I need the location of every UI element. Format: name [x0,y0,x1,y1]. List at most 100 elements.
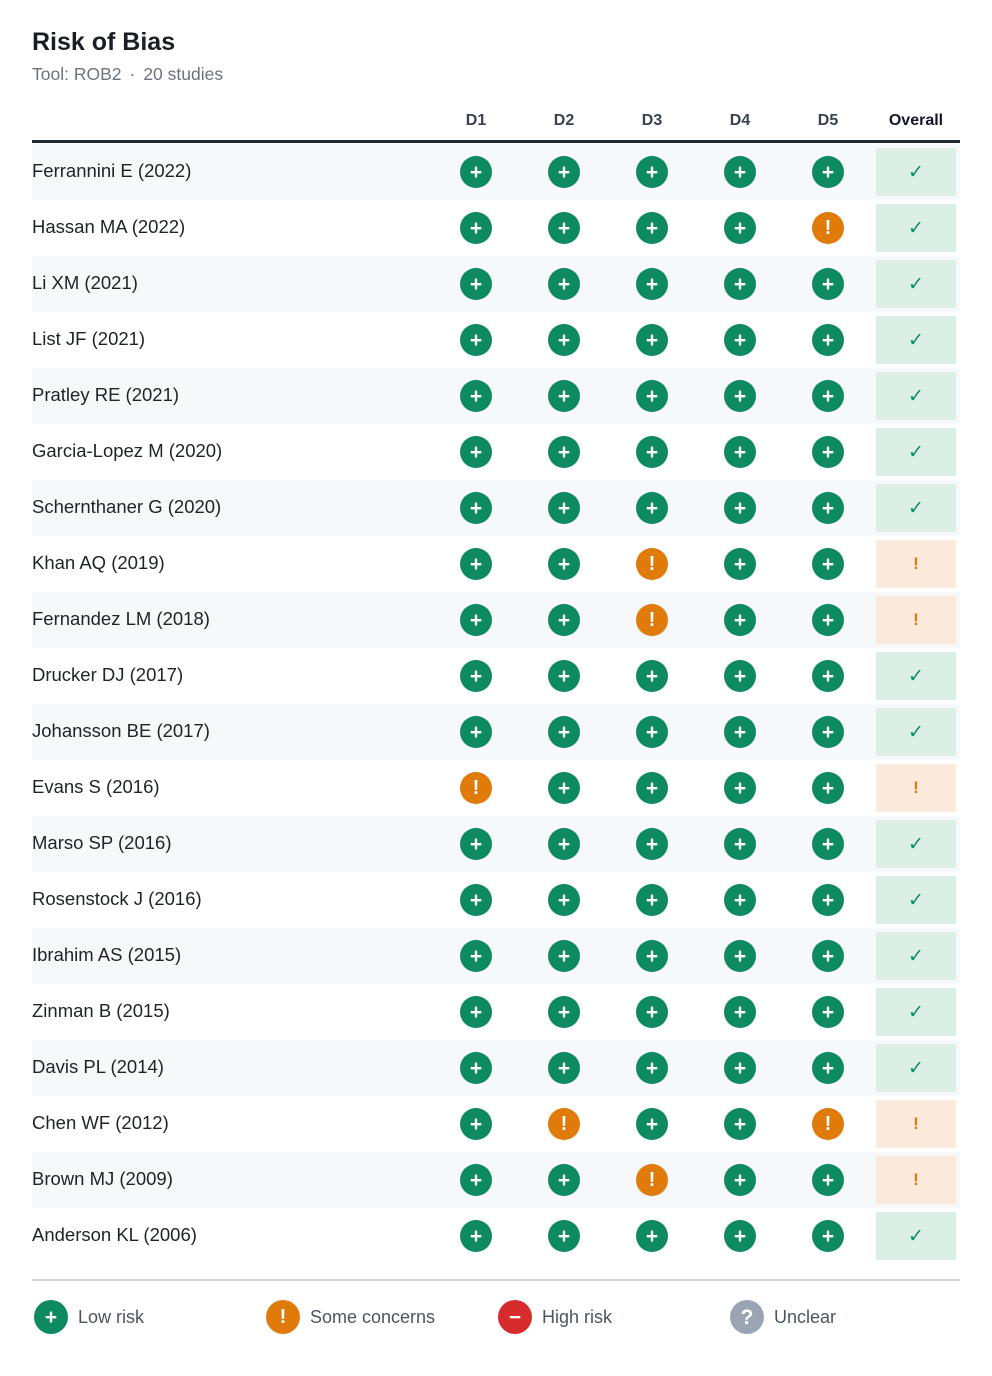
study-label: Li XM (2021) [32,272,138,293]
table-row: Chen WF (2012) +! + +!! [32,1096,960,1152]
study-label: Khan AQ (2019) [32,552,165,573]
rating-overall-some: ! [876,540,956,588]
rating-d4-low: + [724,1052,756,1084]
table-row: Johansson BE (2017) + + + + + ✓ [32,704,960,760]
rating-d5-low: + [812,492,844,524]
rating-d1-low: + [460,1164,492,1196]
table-row: Ferrannini E (2022) + + + + + ✓ [32,144,960,200]
study-label: Brown MJ (2009) [32,1168,173,1189]
study-count: 20 studies [143,64,224,84]
rating-d2-low: + [548,212,580,244]
rating-d4-low: + [724,1164,756,1196]
rating-d4-low: + [724,828,756,860]
study-label: Davis PL (2014) [32,1056,164,1077]
rating-overall-some: ! [876,596,956,644]
rating-d2-low: + [548,324,580,356]
rating-d1-some: ! [460,772,492,804]
rating-d2-low: + [548,940,580,972]
rating-d5-some: ! [812,1108,844,1140]
rating-d3-low: + [636,212,668,244]
rating-d2-low: + [548,716,580,748]
table-row: Pratley RE (2021) + + + + + ✓ [32,368,960,424]
study-label: Schernthaner G (2020) [32,496,222,517]
rating-d4-low: + [724,660,756,692]
study-label: Evans S (2016) [32,776,160,797]
rating-d3-low: + [636,940,668,972]
study-label: Pratley RE (2021) [32,384,180,405]
rating-overall-low: ✓ [876,652,956,700]
rating-d5-low: + [812,436,844,468]
rating-d3-low: + [636,492,668,524]
tool-label: Tool: ROB2 [32,64,122,84]
rating-d2-low: + [548,604,580,636]
study-label: Hassan MA (2022) [32,216,186,237]
table-row: Khan AQ (2019) + +! + +! [32,536,960,592]
table-row: Drucker DJ (2017) + + + + + ✓ [32,648,960,704]
rating-overall-low: ✓ [876,708,956,756]
legend-item-low: + Low risk [34,1300,144,1334]
rating-d1-low: + [460,716,492,748]
rating-d3-low: + [636,1108,668,1140]
rating-overall-low: ✓ [876,372,956,420]
rating-d5-low: + [812,324,844,356]
rating-d2-low: + [548,1164,580,1196]
rating-d5-low: + [812,940,844,972]
legend-item-unclear: ? Unclear [730,1300,836,1334]
rating-d1-low: + [460,1220,492,1252]
column-header-d1: D1 [465,112,487,129]
study-label: List JF (2021) [32,328,146,349]
rating-d4-low: + [724,772,756,804]
rating-d1-low: + [460,996,492,1028]
table-row: Evans S (2016)! + + + +! [32,760,960,816]
table-row: Hassan MA (2022) + + + +! ✓ [32,200,960,256]
rating-d3-low: + [636,772,668,804]
study-label: Ferrannini E (2022) [32,160,192,181]
rating-d3-low: + [636,268,668,300]
study-label: Johansson BE (2017) [32,720,210,741]
table-row: Brown MJ (2009) + +! + +! [32,1152,960,1208]
chart-title: Risk of Bias [32,28,176,56]
rating-d5-low: + [812,380,844,412]
rating-d5-low: + [812,1052,844,1084]
rating-overall-low: ✓ [876,148,956,196]
rating-d2-low: + [548,268,580,300]
table-row: Zinman B (2015) + + + + + ✓ [32,984,960,1040]
rating-d3-some: ! [636,548,668,580]
rating-d5-low: + [812,548,844,580]
rating-d2-low: + [548,772,580,804]
rating-d4-low: + [724,268,756,300]
rating-d2-low: + [548,884,580,916]
rating-overall-low: ✓ [876,988,956,1036]
rating-d2-low: + [548,1220,580,1252]
legend-divider [32,1279,960,1281]
rating-d5-low: + [812,828,844,860]
legend-label-unclear: Unclear [774,1306,837,1327]
rating-overall-some: ! [876,1100,956,1148]
rating-d3-low: + [636,380,668,412]
study-label: Chen WF (2012) [32,1112,169,1133]
rating-d3-low: + [636,436,668,468]
rating-d5-low: + [812,604,844,636]
table-row: Fernandez LM (2018) + +! + +! [32,592,960,648]
rating-d3-low: + [636,324,668,356]
table-row: Li XM (2021) + + + + + ✓ [32,256,960,312]
legend: + Low risk ! Some concerns − High risk ?… [32,1300,960,1336]
minus-icon: − [498,1300,532,1334]
rating-d2-low: + [548,828,580,860]
rating-d5-low: + [812,268,844,300]
rating-overall-some: ! [876,764,956,812]
exclamation-icon: ! [266,1300,300,1334]
column-header-d2: D2 [553,112,575,129]
rating-d1-low: + [460,548,492,580]
rating-overall-low: ✓ [876,932,956,980]
rating-d1-low: + [460,436,492,468]
column-header-d5: D5 [817,112,839,129]
legend-item-high: − High risk [498,1300,612,1334]
rating-d1-low: + [460,156,492,188]
rating-d4-low: + [724,380,756,412]
rating-d5-low: + [812,716,844,748]
rating-overall-some: ! [876,1156,956,1204]
study-label: Rosenstock J (2016) [32,888,202,909]
table-row: List JF (2021) + + + + + ✓ [32,312,960,368]
rating-d4-low: + [724,884,756,916]
